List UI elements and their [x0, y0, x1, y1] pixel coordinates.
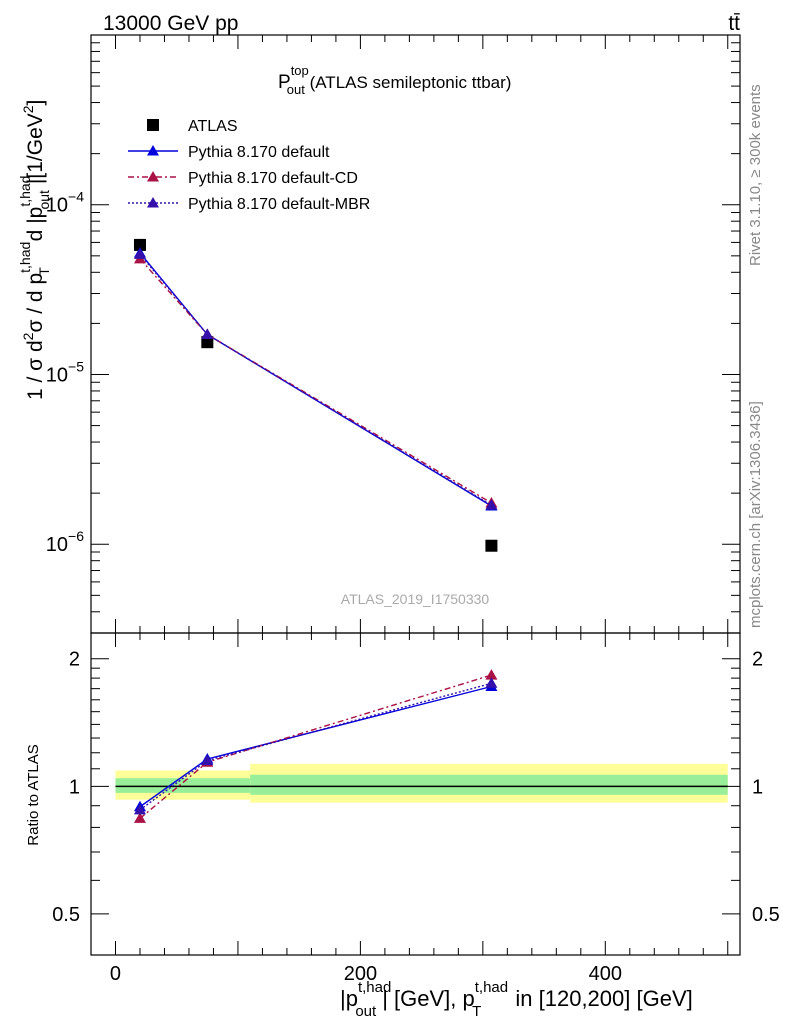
uncertainty-band-green: [115, 778, 251, 793]
plot-title: Ptop out (ATLAS semileptonic ttbar): [278, 63, 511, 97]
legend: ATLAS Pythia 8.170 default Pythia 8.170 …: [188, 118, 370, 213]
ratio-y-tick-label-right: 2: [752, 649, 763, 671]
y-tick-label: 10−5: [46, 358, 84, 386]
legend-marker-pythia-8-170-default-mbr: [147, 197, 159, 208]
ratio-point-pythia-8-170-default-cd: [133, 812, 146, 823]
legend-label-atlas: ATLAS: [188, 118, 238, 135]
y-axis-label: 1 / σ d2σ / d pt,had T d |pt,had out|[1/Ge…: [17, 100, 52, 400]
legend-label-default-cd: Pythia 8.170 default-CD: [188, 170, 358, 187]
x-tick-label: 0: [110, 963, 121, 985]
ratio-y-axis-label: Ratio to ATLAS: [25, 744, 42, 845]
legend-label-default: Pythia 8.170 default: [188, 144, 330, 161]
ratio-point-pythia-8-170-default-mbr: [485, 677, 498, 688]
ratio-y-tick-label-right: 0.5: [752, 904, 780, 926]
legend-marker-atlas: [147, 119, 159, 131]
main-point-atlas: [485, 539, 498, 552]
x-tick-label: 200: [344, 963, 377, 985]
legend-label-default-mbr: Pythia 8.170 default-MBR: [188, 196, 370, 213]
ratio-point-pythia-8-170-default-mbr: [133, 803, 146, 815]
legend-marker-pythia-8-170-default: [147, 145, 159, 156]
ratio-point-pythia-8-170-default-mbr: [201, 754, 214, 766]
rivet-info: Rivet 3.1.10, ≥ 300k events: [747, 84, 764, 266]
main-point-pythia-8-170-default-mbr: [485, 499, 498, 510]
x-axis-label: |pt,had out| [GeV], pt,had T in [120,200] …: [340, 979, 693, 1020]
legend-marker-pythia-8-170-default-cd: [147, 171, 159, 182]
main-series-line-pythia-8-170-default-cd: [139, 258, 492, 504]
x-tick-label: 400: [589, 963, 622, 985]
ratio-y-tick-label: 1: [69, 776, 80, 798]
main-series-line-pythia-8-170-default-mbr: [139, 253, 492, 506]
main-point-atlas: [201, 336, 214, 349]
ratio-y-tick-label: 0.5: [52, 904, 80, 926]
y-tick-label: 10−4: [46, 189, 84, 217]
y-tick-label: 10−6: [46, 528, 84, 556]
main-point-pythia-8-170-default-mbr: [133, 248, 146, 259]
ratio-point-pythia-8-170-default-cd: [485, 669, 498, 680]
main-point-pythia-8-170-default-mbr: [201, 328, 214, 340]
ratio-y-tick-label: 2: [69, 649, 80, 671]
ratio-y-tick-label-right: 1: [752, 776, 763, 798]
header-process: tt̄: [728, 12, 740, 35]
main-series-line-pythia-8-170-default: [139, 252, 492, 507]
analysis-watermark: ATLAS_2019_I1750330: [341, 591, 490, 607]
mcplots-info: mcplots.cern.ch [arXiv:1306.3436]: [747, 401, 764, 628]
header-energy: 13000 GeV pp: [103, 12, 238, 35]
ratio-panel-frame: [90, 632, 741, 956]
main-point-atlas: [133, 238, 146, 251]
plot-panels: 0 200 400 10−6 10−5 10−4 0.5 0.5 1 1 2 2: [46, 34, 780, 985]
uncertainty-band-green: [250, 774, 728, 795]
